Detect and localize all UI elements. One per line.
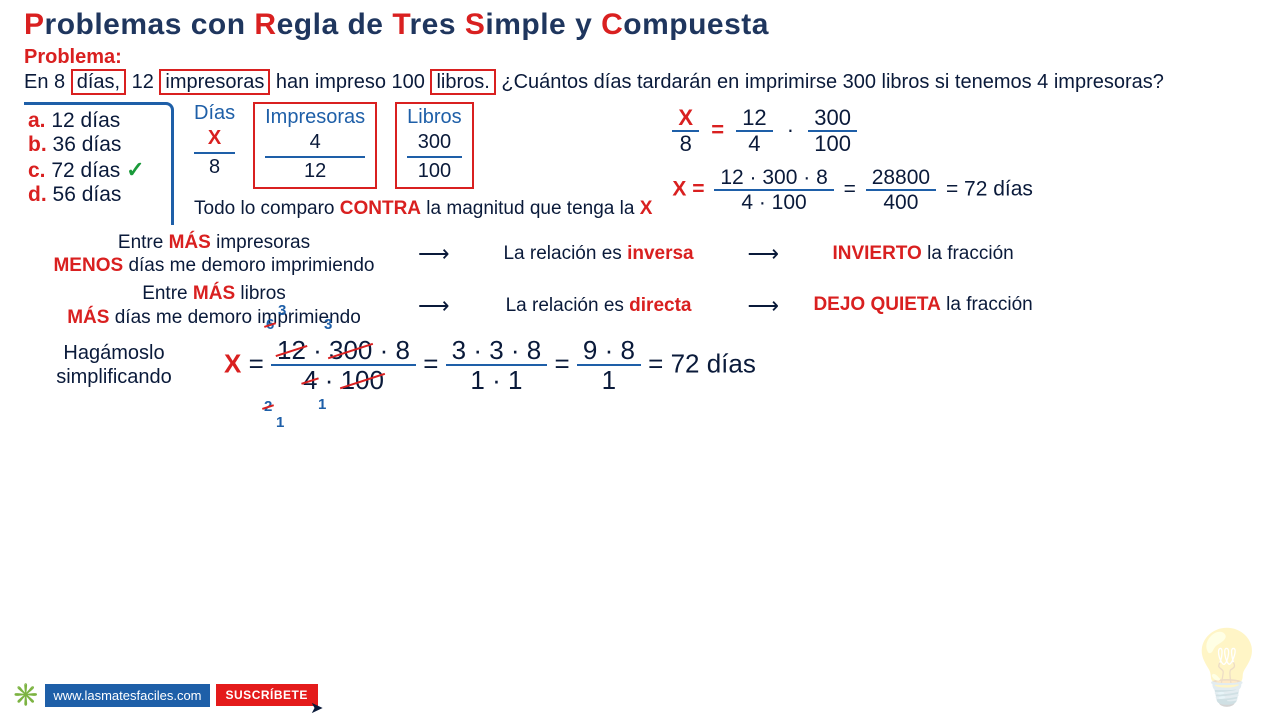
site-url: www.lasmatesfaciles.com [45, 684, 209, 707]
check-icon: ✓ [126, 157, 144, 182]
box-impresoras: impresoras [159, 69, 270, 95]
simplification: Hagámoslo simplificando 6 3 3 2 1 1 X = … [24, 336, 1256, 395]
answer-options: a. 12 días b. 36 días c. 72 días ✓ d. 56… [24, 102, 174, 225]
subscribe-button[interactable]: SUSCRÍBETE [216, 684, 318, 706]
compare-note: Todo lo comparo CONTRA la magnitud que t… [194, 197, 652, 221]
box-libros: libros. [430, 69, 495, 95]
problem-statement: En 8 días, 12 impresoras han impreso 100… [24, 69, 1256, 96]
bulb-icon: 💡 [1182, 625, 1272, 710]
equations: X8 = 124 · 300100 X = 12 · 300 · 84 · 10… [672, 102, 1033, 225]
setup-columns: Días X8 Impresoras 412 Libros 300100 Tod… [194, 102, 652, 225]
logo-icon: ✳️ [12, 682, 39, 708]
problem-label: Problema: [24, 46, 1256, 69]
relation-rows: Entre MÁS impresoras MENOS días me demor… [24, 231, 1256, 330]
footer: ✳️ www.lasmatesfaciles.com SUSCRÍBETE [12, 682, 318, 708]
box-dias: días, [71, 69, 126, 95]
page-title: Problemas con Regla de Tres Simple y Com… [24, 8, 1256, 42]
cursor-icon: ➤ [310, 698, 323, 718]
